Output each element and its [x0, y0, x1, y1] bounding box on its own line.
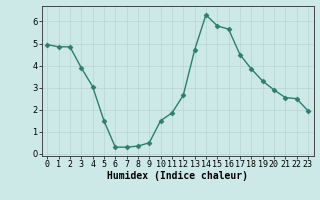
X-axis label: Humidex (Indice chaleur): Humidex (Indice chaleur) [107, 171, 248, 181]
